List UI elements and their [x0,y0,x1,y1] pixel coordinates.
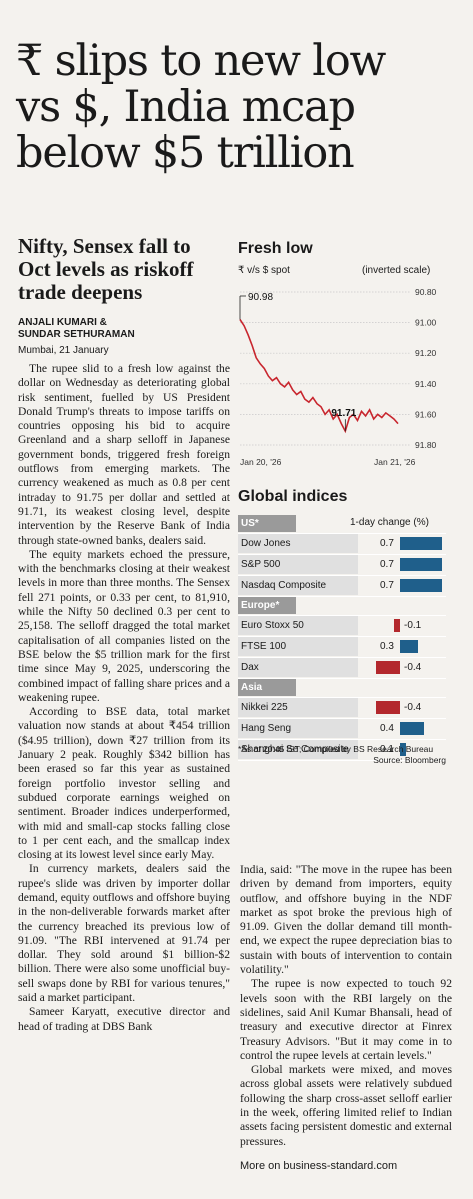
indices-group-label: Europe* [238,597,296,614]
chart-end-label: 91.71 [331,408,356,419]
index-change-bar [394,619,400,632]
index-change-value: 0.3 [380,641,394,652]
chart-title: Fresh low [238,240,313,257]
paragraph: Sameer Karyatt, executive director and h… [18,1005,230,1033]
index-change-bar [400,743,406,756]
index-change-value: -0.4 [404,702,422,713]
indices-row: Euro Stoxx 50 -0.1 [238,616,446,637]
chart-ytick-label: 91.40 [415,379,437,389]
indices-note: *As of 20:45 IST; Compiled by BS Researc… [238,744,434,754]
index-name: Nasdaq Composite [238,576,358,595]
index-change-value: 0.7 [380,559,394,570]
byline: ANJALI KUMARI & SUNDAR SETHURAMAN [18,317,135,341]
chart-start-label: 90.98 [248,292,273,303]
indices-row: Nikkei 225 -0.4 [238,698,446,719]
indices-row: Nasdaq Composite 0.7 [238,576,446,597]
index-change-bar [400,537,442,550]
indices-group-header: Asia [238,679,446,698]
chart-xtick-label: Jan 20, '26 [240,457,282,467]
index-name: Hang Seng [238,719,358,738]
chart-ytick-label: 91.00 [415,318,437,328]
index-change-value: 0.4 [380,723,394,734]
author-2: SUNDAR SETHURAMAN [18,329,135,340]
article-column-1: The rupee slid to a fresh low against th… [18,362,230,1034]
indices-group-header: US* 1-day change (%) [238,515,446,534]
index-change-value: 0.1 [380,744,394,755]
paragraph: The equity markets echoed the pressure, … [18,547,230,704]
article-column-2: India, said: "The move in the rupee has … [240,863,452,1149]
subheadline: Nifty, Sensex fall to Oct levels as risk… [18,234,194,304]
index-change-bar [376,701,400,714]
paragraph: According to BSE data, total market valu… [18,705,230,862]
chart-ytick-label: 90.80 [415,287,437,297]
index-name: FTSE 100 [238,637,358,656]
paragraph: Global markets were mixed, and moves acr… [240,1063,452,1148]
indices-group-label: US* [238,515,296,532]
indices-source: Source: Bloomberg [373,755,446,765]
paragraph: In currency markets, dealers said the ru… [18,862,230,1005]
index-name: S&P 500 [238,555,358,574]
index-change-bar [400,722,424,735]
index-change-bar [400,579,442,592]
chart-ytick-label: 91.20 [415,348,437,358]
index-name: Shanghai Se Composite [238,740,358,759]
chart-ytick-label: 91.80 [415,440,437,450]
index-change-bar [400,640,418,653]
index-change-bar [400,558,442,571]
headline: ₹ slips to new low vs $, India mcap belo… [16,38,461,176]
index-change-value: -0.1 [404,620,422,631]
chart-scale-note: (inverted scale) [362,265,431,276]
index-change-value: -0.4 [404,662,422,673]
paragraph: The rupee is now expected to touch 92 le… [240,977,452,1062]
dateline: Mumbai, 21 January [18,345,109,356]
index-change-value: 0.7 [380,538,394,549]
indices-row: Shanghai Se Composite 0.1 [238,740,446,761]
paragraph: The rupee slid to a fresh low against th… [18,362,230,547]
index-name: Dax [238,658,358,677]
indices-row: Dax -0.4 [238,658,446,679]
indices-change-header: 1-day change (%) [350,517,429,528]
headline-line-3: below $5 trillion [16,128,355,178]
chart-xtick-label: Jan 21, '26 [374,457,416,467]
index-name: Nikkei 225 [238,698,358,717]
indices-row: FTSE 100 0.3 [238,637,446,658]
indices-row: Hang Seng 0.4 [238,719,446,740]
indices-group-label: Asia [238,679,296,696]
indices-row: Dow Jones 0.7 [238,534,446,555]
chart-ylabel: ₹ v/s $ spot [238,265,290,276]
paragraph: India, said: "The move in the rupee has … [240,863,452,977]
headline-line-2: vs $, India mcap [16,82,356,132]
index-change-bar [376,661,400,674]
chart-ytick-label: 91.60 [415,409,437,419]
chart-series-line [239,319,399,434]
rupee-line-chart: 90.80 91.00 91.20 91.40 91.60 91.80 90.98 91.71… [239,287,437,467]
indices-footnote: *As of 20:45 IST; Compiled by BS Researc… [238,744,446,766]
more-link[interactable]: More on business-standard.com [240,1160,398,1172]
author-1: ANJALI KUMARI & [18,317,107,328]
index-name: Euro Stoxx 50 [238,616,358,635]
index-change-value: 0.7 [380,580,394,591]
indices-row: S&P 500 0.7 [238,555,446,576]
indices-table: US* 1-day change (%) Dow Jones 0.7 S&P 500 0.… [238,515,446,761]
indices-title: Global indices [238,488,348,505]
index-name: Dow Jones [238,534,358,553]
headline-line-1: ₹ slips to new low [16,36,386,86]
indices-group-header: Europe* [238,597,446,616]
